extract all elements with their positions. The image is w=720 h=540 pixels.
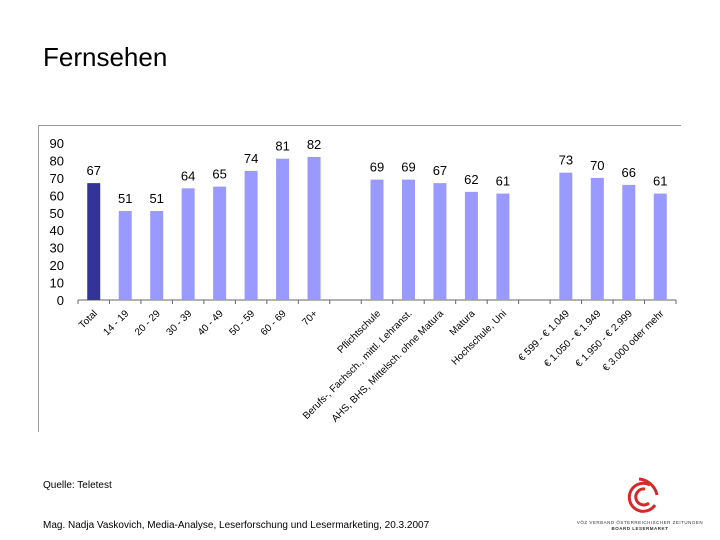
x-tick-label: Matura [448, 308, 478, 338]
data-label: 67 [433, 163, 447, 178]
y-tick-label: 20 [50, 258, 64, 273]
bar [622, 184, 636, 300]
data-label: 61 [653, 174, 667, 189]
x-tick-label: 40 - 49 [196, 308, 226, 338]
bar [464, 191, 478, 300]
logo-line-1: VÖZ VERBAND ÖSTERREICHISCHER ZEITUNGEN [576, 520, 704, 525]
x-tick-label: 14 - 19 [102, 308, 132, 338]
data-label: 51 [118, 191, 132, 206]
x-tick-label: 50 - 59 [227, 308, 257, 338]
data-label: 65 [212, 167, 226, 182]
bar [590, 177, 604, 300]
x-tick-label: € 3.000 oder mehr [601, 308, 667, 374]
bar [213, 186, 227, 300]
data-label: 66 [622, 165, 636, 180]
y-tick-label: 70 [50, 171, 64, 186]
x-tick-label: € 1.950 - € 2.999 [574, 308, 636, 370]
x-tick-label: € 1.050 - € 1.949 [542, 308, 604, 370]
bar [181, 188, 195, 300]
footer-text: Mag. Nadja Vaskovich, Media-Analyse, Les… [43, 520, 430, 531]
logo-icon [627, 477, 659, 513]
bar [87, 183, 101, 300]
bar [276, 158, 290, 300]
y-tick-label: 60 [50, 188, 64, 203]
data-label: 51 [149, 191, 163, 206]
logo-line-2: BOARD LESERMARKT [611, 526, 669, 531]
source-note: Quelle: Teletest [43, 480, 112, 491]
bar [653, 193, 667, 300]
bar [559, 172, 573, 300]
y-tick-label: 30 [50, 241, 64, 256]
chart-frame [38, 125, 681, 432]
bar [401, 179, 415, 300]
bar [370, 179, 384, 300]
y-tick-label: 50 [50, 206, 64, 221]
data-label: 69 [401, 160, 415, 175]
slide-title: Fernsehen [43, 42, 168, 72]
x-tick-label: Total [77, 308, 100, 331]
voez-logo: VÖZ VERBAND ÖSTERREICHISCHER ZEITUNGEN BO… [565, 475, 715, 535]
data-label: 70 [590, 158, 604, 173]
x-tick-label: AHS, BHS, Mittelsch. ohne Matura [330, 308, 447, 425]
data-label: 62 [464, 172, 478, 187]
data-label: 74 [244, 151, 258, 166]
y-tick-label: 0 [57, 293, 64, 308]
y-tick-label: 40 [50, 223, 64, 238]
data-label: 64 [181, 168, 195, 183]
bar [496, 193, 510, 300]
data-label: 61 [496, 174, 510, 189]
x-tick-label: 60 - 69 [259, 308, 289, 338]
data-label: 69 [370, 160, 384, 175]
x-tick-label: Hochschule, Uni [450, 308, 509, 367]
data-label: 73 [559, 153, 573, 168]
bar [307, 156, 321, 300]
bar [433, 183, 447, 300]
y-tick-label: 90 [50, 136, 64, 151]
x-tick-label: 20 - 29 [133, 308, 163, 338]
y-tick-label: 80 [50, 153, 64, 168]
data-label: 67 [87, 163, 101, 178]
y-tick-label: 10 [50, 276, 64, 291]
x-tick-label: 30 - 39 [164, 308, 194, 338]
data-label: 81 [275, 139, 289, 154]
bar [244, 170, 258, 300]
x-tick-label: 70+ [300, 308, 320, 328]
bar [118, 211, 132, 300]
data-label: 82 [307, 137, 321, 152]
bar [150, 211, 164, 300]
